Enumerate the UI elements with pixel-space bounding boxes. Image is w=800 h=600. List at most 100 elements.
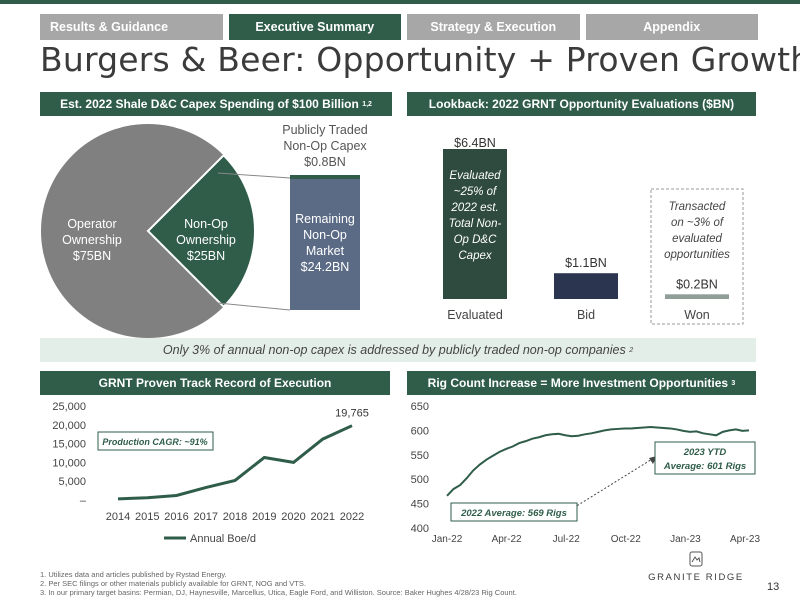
value-label-bid: $1.1BN <box>565 256 607 270</box>
footnotes: 1. Utilizes data and articles published … <box>40 570 517 597</box>
logo-text: GRANITE RIDGE <box>648 572 744 583</box>
banner-text: Only 3% of annual non-op capex is addres… <box>162 343 626 357</box>
production-xtick: 2014 <box>106 511 130 523</box>
rig-ytick: 600 <box>411 425 429 437</box>
rig-xtick: Oct-22 <box>611 534 641 545</box>
production-ytick: 10,000 <box>52 457 86 469</box>
rig-ytick: 550 <box>411 450 429 462</box>
top-accent-bar <box>0 0 800 4</box>
rigs-header-text: Rig Count Increase = More Investment Opp… <box>427 376 729 390</box>
production-xtick: 2018 <box>223 511 247 523</box>
remaining-label-4: $24.2BN <box>301 260 350 274</box>
summary-banner: Only 3% of annual non-op capex is addres… <box>40 338 756 362</box>
won-note-2: on ~3% of <box>671 217 725 229</box>
rig-arrow-line <box>566 455 658 513</box>
production-xtick: 2022 <box>340 511 364 523</box>
rig-count-series-line <box>446 425 750 497</box>
public-nonop-bar <box>290 175 360 179</box>
production-xtick: 2020 <box>281 511 305 523</box>
category-won: Won <box>684 308 710 322</box>
capex-header-sup: 1,2 <box>362 100 372 108</box>
remaining-nonop-bar <box>290 179 360 310</box>
rig-ytick: 650 <box>411 401 429 413</box>
public-label-3: $0.8BN <box>304 155 346 169</box>
lookback-header-text: Lookback: 2022 GRNT Opportunity Evaluati… <box>428 97 735 111</box>
won-dashed-box <box>650 188 744 325</box>
connector-bottom <box>217 302 291 311</box>
avg-2022-text: 2022 Average: 569 Rigs <box>460 508 567 519</box>
footnote-2: 2. Per SEC filings or other materials pu… <box>40 579 306 588</box>
track-header-text: GRNT Proven Track Record of Execution <box>98 376 332 390</box>
track-section-header: GRNT Proven Track Record of Execution <box>40 371 390 395</box>
rig-xtick: Jul-22 <box>553 534 581 545</box>
public-label-2: Non-Op Capex <box>283 139 367 153</box>
remaining-label-2: Non-Op <box>303 228 347 242</box>
production-xtick: 2021 <box>311 511 335 523</box>
rigs-header-sup: 3 <box>731 379 736 387</box>
bar-won <box>665 294 729 299</box>
evaluated-note-4: Total Non- <box>449 218 502 230</box>
production-ytick: 25,000 <box>52 401 86 413</box>
won-note-4: opportunities <box>664 249 730 261</box>
production-xtick: 2015 <box>135 511 159 523</box>
capex-section-header: Est. 2022 Shale D&C Capex Spending of $1… <box>40 92 392 116</box>
lookback-bar-chart: $6.4BN $1.1BN $0.2BN Evaluated ~25% of 2… <box>443 136 744 325</box>
nonop-value: $25BN <box>187 249 225 263</box>
operator-label-1: Operator <box>67 217 116 231</box>
tab-strategy-execution[interactable]: Strategy & Execution <box>407 14 580 40</box>
cagr-annotation-text: Production CAGR: ~91% <box>102 437 207 447</box>
production-end-label: 19,765 <box>335 408 369 420</box>
production-ytick: 5,000 <box>58 476 86 488</box>
won-note-3: evaluated <box>672 233 722 245</box>
rig-xtick: Apr-23 <box>730 534 760 545</box>
evaluated-note-3: 2022 est. <box>450 202 498 214</box>
category-evaluated: Evaluated <box>447 308 503 322</box>
avg-2022-box <box>450 502 578 522</box>
evaluated-note-1: Evaluated <box>449 170 501 182</box>
value-label-won: $0.2BN <box>676 277 718 291</box>
tab-executive-summary[interactable]: Executive Summary <box>228 14 401 40</box>
evaluated-note-2: ~25% of <box>454 186 498 198</box>
banner-sup: 2 <box>629 346 634 354</box>
production-xtick: 2019 <box>252 511 276 523</box>
remaining-label-1: Remaining <box>295 212 355 226</box>
section-tabs: Results & Guidance Executive Summary Str… <box>40 14 758 40</box>
nonop-label-2: Ownership <box>176 233 236 247</box>
nonop-label-1: Non-Op <box>184 217 228 231</box>
category-bid: Bid <box>577 308 595 322</box>
pie-slice-nonop <box>146 153 256 309</box>
tab-appendix[interactable]: Appendix <box>585 14 758 40</box>
avg-2023-text-2: Average: 601 Rigs <box>663 461 746 472</box>
capex-header-text: Est. 2022 Shale D&C Capex Spending of $1… <box>60 97 359 111</box>
rig-ytick: 450 <box>411 499 429 511</box>
public-label-1: Publicly Traded <box>282 123 368 137</box>
won-note-1: Transacted <box>669 201 726 213</box>
bar-evaluated <box>443 149 507 299</box>
rig-count-chart: 650 600 550 500 450 400 Jan-22 Apr-22 Jul-22 Oct… <box>411 401 761 545</box>
granite-ridge-mark-icon <box>689 551 703 567</box>
rig-xtick: Apr-22 <box>492 534 522 545</box>
production-ytick: – <box>80 495 87 507</box>
footnote-3: 3. In our primary target basins: Permian… <box>40 588 517 597</box>
remaining-label-3: Market <box>306 244 345 258</box>
rig-xtick: Jan-23 <box>670 534 701 545</box>
rigs-section-header: Rig Count Increase = More Investment Opp… <box>407 371 756 395</box>
production-series-line <box>117 424 353 501</box>
production-ytick: 15,000 <box>52 439 86 451</box>
production-ytick: 20,000 <box>52 420 86 432</box>
page-number: 13 <box>767 581 780 593</box>
rig-xtick: Jan-22 <box>432 534 463 545</box>
legend-label: Annual Boe/d <box>190 533 256 545</box>
production-line-chart: 25,000 20,000 15,000 10,000 5,000 – 2014 2015 2… <box>52 401 369 545</box>
rig-ytick: 400 <box>411 523 429 535</box>
operator-value: $75BN <box>73 249 111 263</box>
evaluated-note-6: Capex <box>458 250 492 262</box>
production-xtick: 2017 <box>194 511 218 523</box>
tab-results-guidance[interactable]: Results & Guidance <box>40 14 223 40</box>
rig-ytick: 500 <box>411 474 429 486</box>
evaluated-note-5: Op D&C <box>454 234 498 246</box>
operator-label-2: Ownership <box>62 233 122 247</box>
lookback-section-header: Lookback: 2022 GRNT Opportunity Evaluati… <box>407 92 756 116</box>
capex-pie-chart: Operator Ownership $75BN Non-Op Ownershi… <box>41 123 368 338</box>
avg-2023-box <box>654 441 756 475</box>
